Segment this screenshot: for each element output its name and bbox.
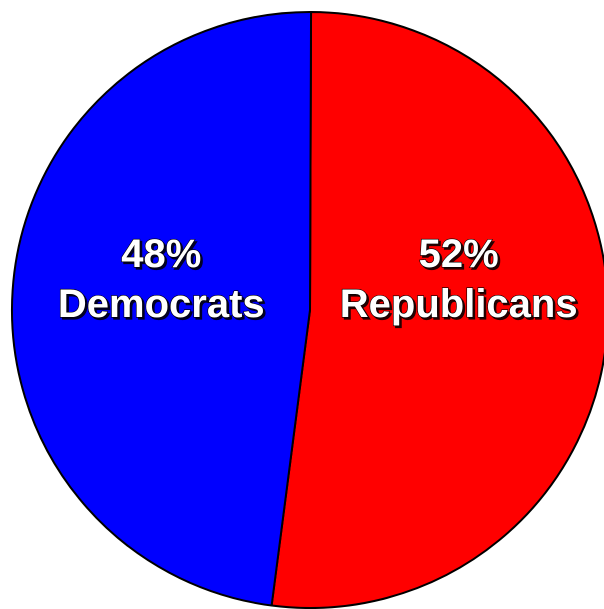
pie-slices	[10, 10, 604, 609]
pie-slice-democrats	[10, 10, 313, 607]
pie-slice-label-democrats: Democrats	[58, 282, 265, 326]
pie-slice-label-republicans: Republicans	[340, 282, 578, 326]
pie-slice-percent-republicans: 52%	[419, 232, 499, 276]
pie-slice-republicans	[270, 11, 604, 609]
pie-labels: 52% Republicans 48% Democrats	[57, 231, 578, 326]
pie-slice-percent-democrats: 48%	[121, 232, 201, 276]
